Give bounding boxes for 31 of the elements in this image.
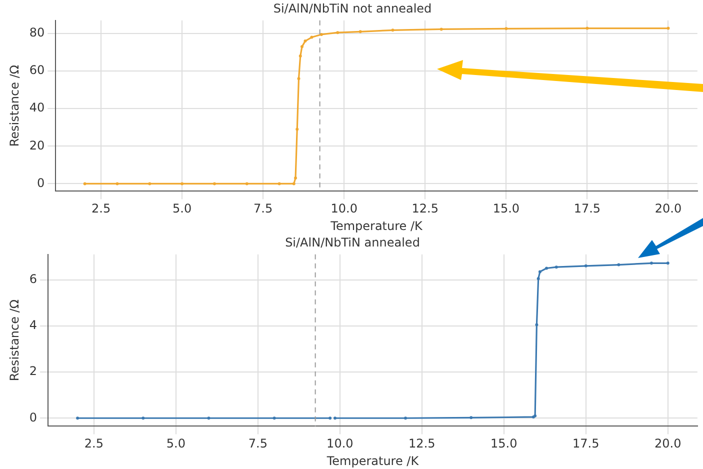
x-tick-label: 12.5 (412, 202, 439, 216)
y-tick-label: 0 (37, 176, 45, 190)
x-tick-label: 20.0 (654, 202, 682, 216)
y-axis-title: Resistance /Ω (7, 64, 22, 147)
y-tick-label: 4 (29, 318, 38, 332)
y-axis-title: Resistance /Ω (7, 299, 22, 382)
x-tick-label: 10.0 (330, 202, 358, 216)
x-tick-label: 10.0 (326, 436, 354, 451)
x-tick-label: 2.5 (92, 202, 111, 216)
chart-title: Si/AlN/NbTiN annealed (285, 235, 420, 250)
x-tick-label: 7.5 (248, 436, 268, 451)
x-tick-label: 12.5 (408, 436, 436, 451)
x-tick-label: 15.0 (490, 436, 518, 451)
y-tick-label: 60 (29, 63, 45, 78)
x-tick-label: 5.0 (172, 202, 192, 216)
x-tick-label: 15.0 (492, 202, 520, 216)
x-tick-label: 2.5 (84, 436, 104, 451)
x-axis-title: Temperature /K (326, 454, 420, 468)
x-tick-label: 17.5 (574, 202, 601, 216)
x-axis-title: Temperature /K (330, 218, 424, 233)
x-tick-label: 7.5 (254, 202, 273, 216)
x-tick-label: 17.5 (572, 436, 600, 451)
y-tick-label: 2 (29, 364, 38, 378)
y-tick-label: 80 (29, 26, 45, 40)
y-tick-label: 20 (29, 138, 45, 152)
y-tick-label: 0 (29, 410, 38, 424)
x-tick-label: 20.0 (654, 436, 682, 451)
chart-title: Si/AlN/NbTiN not annealed (273, 1, 432, 16)
y-tick-label: 40 (29, 100, 45, 115)
y-tick-label: 6 (29, 272, 38, 286)
x-tick-label: 5.0 (166, 436, 186, 451)
